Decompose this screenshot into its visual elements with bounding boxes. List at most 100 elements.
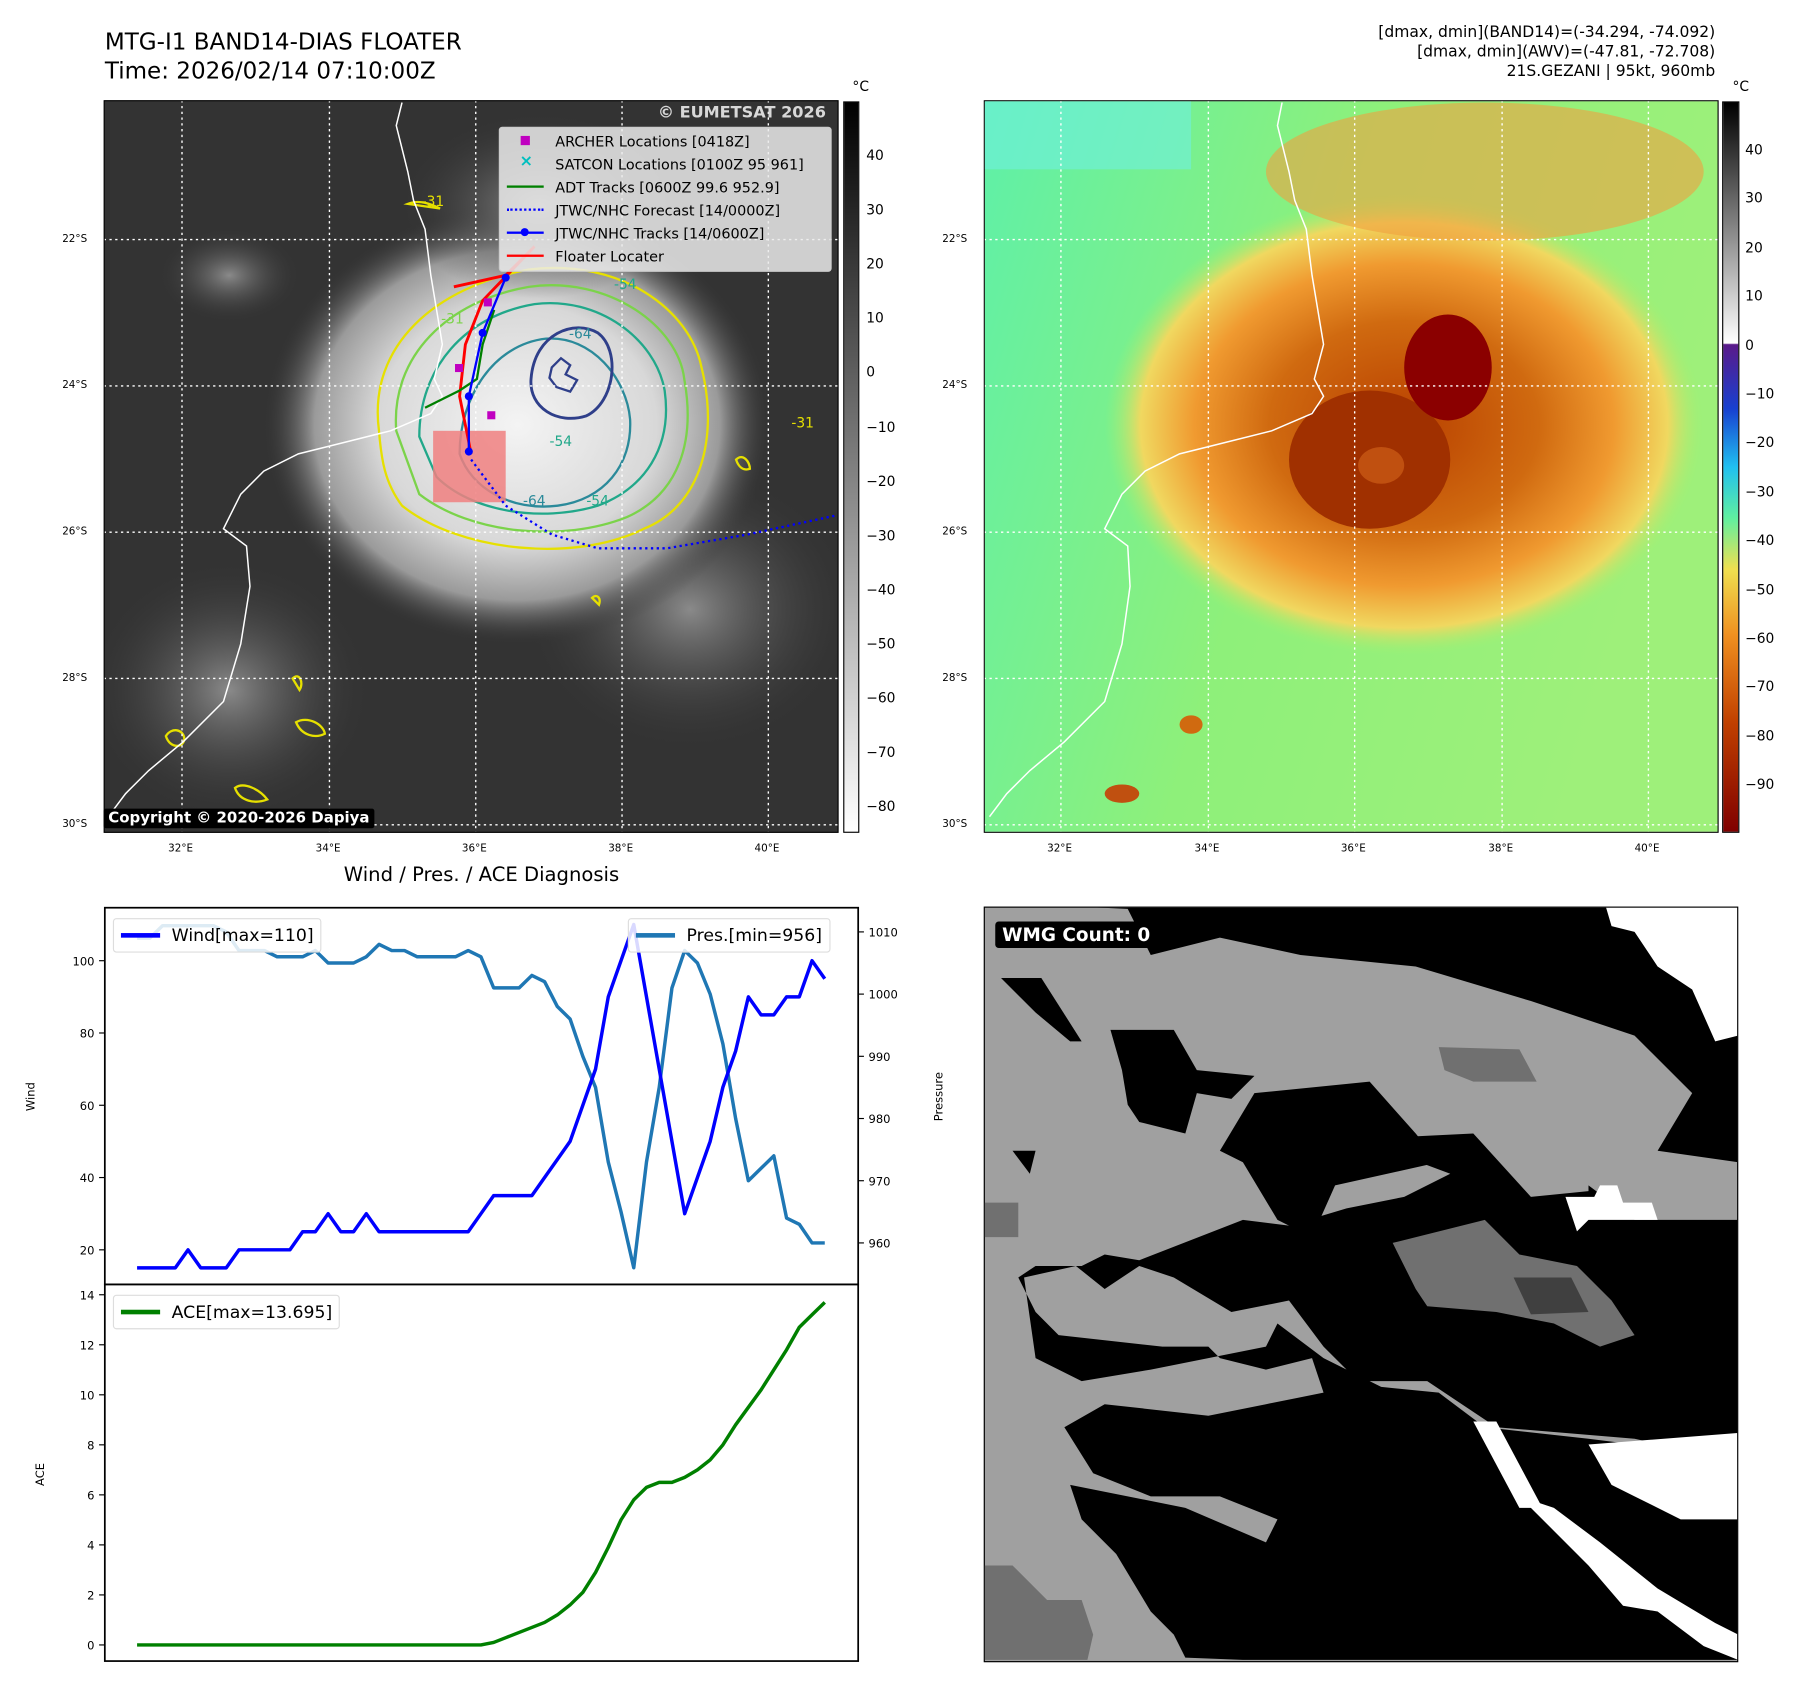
colorbar-tick: −10 bbox=[866, 418, 896, 435]
lon-label: 38°E bbox=[608, 843, 634, 855]
ace-line bbox=[137, 1301, 826, 1647]
colorbar-tick: −80 bbox=[1745, 727, 1775, 744]
awv-map-panel bbox=[983, 100, 1719, 833]
colorbar-tick: −20 bbox=[1745, 434, 1775, 451]
x-marker-icon: × bbox=[519, 152, 534, 171]
ace-tick-label: 4 bbox=[87, 1538, 94, 1552]
contour-label: -54 bbox=[613, 277, 636, 293]
wind-tick-label: 60 bbox=[80, 1099, 95, 1113]
awv-colorbar bbox=[1722, 101, 1740, 833]
ace-tick-label: 0 bbox=[87, 1639, 94, 1653]
map-legend: ARCHER Locations [0418Z] × SATCON Locatio… bbox=[498, 126, 832, 272]
wind-tick-label: 80 bbox=[80, 1027, 95, 1041]
wind-line-icon bbox=[120, 933, 161, 938]
lat-label: 30°S bbox=[62, 819, 88, 831]
dry-cell bbox=[1104, 783, 1139, 803]
ace-tick-label: 6 bbox=[87, 1488, 94, 1502]
legend-label: Wind[max=110] bbox=[171, 924, 314, 946]
legend-label: ARCHER Locations [0418Z] bbox=[555, 131, 750, 150]
legend-item-satcon: × SATCON Locations [0100Z 95 961] bbox=[507, 152, 804, 175]
lon-label: 38°E bbox=[1488, 843, 1514, 855]
dark-eye-region bbox=[1403, 313, 1492, 420]
colorbar-tick: 0 bbox=[1745, 337, 1754, 354]
contour-label: -64 bbox=[568, 326, 591, 342]
legend-item-jtwc-forecast: JTWC/NHC Forecast [14/0000Z] bbox=[506, 198, 780, 221]
pressure-tick-label: 1010 bbox=[869, 926, 898, 940]
band14-range: [dmax, dmin](BAND14)=(-34.294, -74.092) bbox=[1378, 23, 1716, 42]
lat-label: 28°S bbox=[62, 672, 88, 685]
ace-tick-label: 14 bbox=[80, 1288, 95, 1302]
colorbar-tick: 20 bbox=[1745, 239, 1763, 256]
lat-label: 24°S bbox=[942, 380, 968, 392]
wmg-grid bbox=[984, 907, 1738, 1660]
cloud-area bbox=[104, 562, 367, 817]
colorbar-tick: 10 bbox=[1745, 288, 1763, 305]
colorbar-tick: 20 bbox=[866, 255, 884, 273]
legend-item-archer: ARCHER Locations [0418Z] bbox=[507, 129, 750, 152]
archer-location bbox=[483, 297, 492, 306]
awv-range: [dmax, dmin](AWV)=(-47.81, -72.708) bbox=[1417, 42, 1716, 62]
jtwc-track-point bbox=[464, 446, 473, 456]
square-marker-icon bbox=[507, 132, 544, 148]
jtwc-track-point bbox=[464, 391, 473, 400]
line-icon bbox=[506, 248, 544, 264]
diagnosis-title: Wind / Pres. / ACE Diagnosis bbox=[343, 863, 620, 887]
coastline bbox=[988, 101, 1324, 817]
ace-tick-label: 8 bbox=[87, 1438, 94, 1452]
dry-band bbox=[1265, 101, 1704, 241]
colorbar-tick: −60 bbox=[1745, 630, 1775, 647]
contour-label: -54 bbox=[586, 493, 609, 509]
colorbar-tick: −40 bbox=[866, 581, 896, 598]
colorbar-tick: −50 bbox=[866, 635, 896, 652]
awv-map bbox=[984, 101, 1718, 832]
legend-label: JTWC/NHC Tracks [14/0600Z] bbox=[555, 224, 765, 242]
contour-label: -31 bbox=[791, 415, 814, 431]
colorbar-tick: −80 bbox=[866, 798, 896, 815]
wmg-darkest-cell bbox=[1513, 1276, 1588, 1314]
moist-region bbox=[984, 101, 1191, 169]
storm-summary: 21S.GEZANI | 95kt, 960mb bbox=[1506, 62, 1716, 81]
wind-tick-label: 40 bbox=[80, 1171, 95, 1185]
colorbar-tick: −30 bbox=[1745, 483, 1775, 500]
lon-label: 40°E bbox=[1634, 843, 1660, 855]
contour-minus80 bbox=[547, 356, 579, 393]
pressure-tick-label: 1000 bbox=[869, 988, 898, 1002]
ace-tick-label: 10 bbox=[80, 1388, 95, 1402]
ace-tick-label: 12 bbox=[80, 1338, 95, 1352]
contour-label: -31 bbox=[441, 311, 464, 327]
colorbar-tick: 30 bbox=[866, 201, 884, 218]
lat-label: 26°S bbox=[62, 526, 88, 538]
map-gridlines bbox=[984, 101, 1718, 832]
lat-label: 22°S bbox=[942, 233, 968, 246]
colorbar-tick: −20 bbox=[866, 472, 896, 490]
pressure-tick-label: 960 bbox=[869, 1237, 891, 1251]
eye bbox=[1357, 446, 1404, 484]
wind-tick-label: 20 bbox=[80, 1243, 95, 1257]
pressure-line-icon bbox=[635, 933, 676, 938]
lon-label: 34°E bbox=[315, 843, 341, 855]
coastline bbox=[107, 101, 443, 817]
legend-label: ADT Tracks [0600Z 99.6 952.9] bbox=[555, 177, 780, 196]
jtwc-track-point bbox=[478, 328, 487, 337]
contour-minus64 bbox=[457, 336, 631, 508]
wmg-black-cells bbox=[1000, 907, 1738, 1660]
lon-label: 32°E bbox=[168, 843, 194, 855]
ace-legend: ACE[max=13.695] bbox=[112, 1294, 341, 1330]
lon-label: 32°E bbox=[1047, 843, 1073, 855]
legend-label: SATCON Locations [0100Z 95 961] bbox=[555, 154, 804, 173]
colorbar-unit: °C bbox=[1732, 78, 1750, 95]
dry-cell bbox=[1178, 714, 1203, 734]
lon-label: 36°E bbox=[461, 843, 487, 855]
lat-label: 22°S bbox=[62, 233, 88, 246]
lon-label: 34°E bbox=[1194, 843, 1220, 855]
wind-line bbox=[137, 922, 827, 1270]
contour-minus74 bbox=[529, 325, 613, 420]
colorbar-unit: °C bbox=[852, 78, 869, 95]
colorbar-tick: 0 bbox=[866, 364, 876, 381]
archer-location bbox=[486, 410, 495, 419]
archer-location bbox=[454, 363, 463, 372]
line-dot-icon bbox=[506, 225, 544, 241]
contour-minus31-cells bbox=[164, 200, 751, 803]
wmg-panel bbox=[983, 906, 1739, 1663]
ace-line-icon bbox=[120, 1309, 161, 1315]
